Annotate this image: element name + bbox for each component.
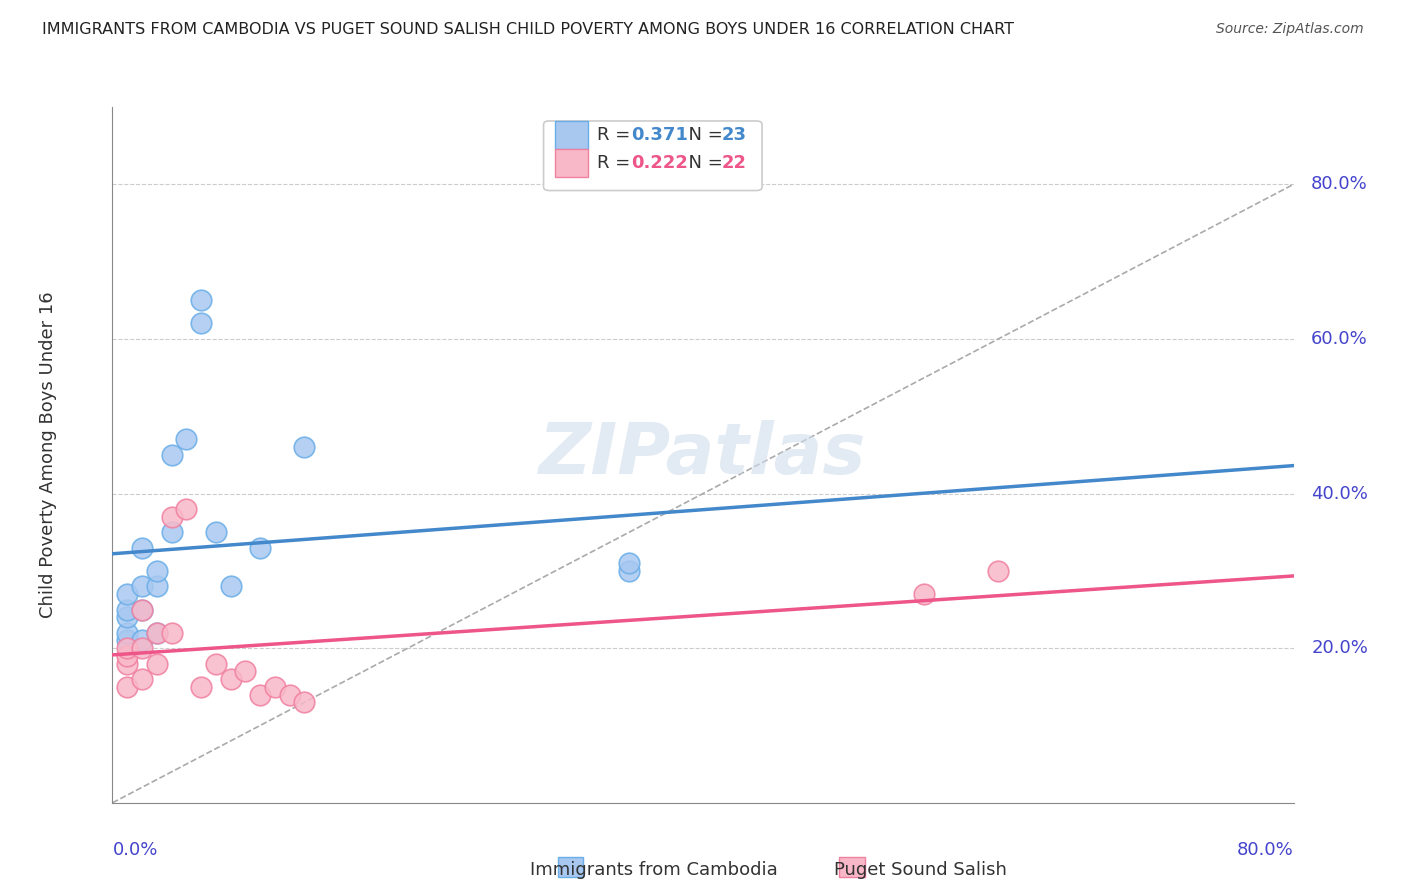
Text: Source: ZipAtlas.com: Source: ZipAtlas.com xyxy=(1216,22,1364,37)
Bar xyxy=(839,857,865,877)
Point xyxy=(131,672,153,686)
Point xyxy=(219,672,242,686)
Point xyxy=(160,509,183,524)
Point xyxy=(619,556,641,570)
Text: 22: 22 xyxy=(721,153,747,171)
Point xyxy=(146,657,169,671)
Text: 80.0%: 80.0% xyxy=(1312,176,1368,194)
Point xyxy=(160,448,183,462)
Point xyxy=(146,564,169,578)
Text: 23: 23 xyxy=(721,126,747,144)
Text: ZIPatlas: ZIPatlas xyxy=(540,420,866,490)
Text: 40.0%: 40.0% xyxy=(1312,484,1368,502)
Text: 60.0%: 60.0% xyxy=(1312,330,1368,348)
Text: R =: R = xyxy=(596,126,636,144)
Point xyxy=(190,680,212,694)
Point xyxy=(264,680,287,694)
Text: N =: N = xyxy=(678,126,728,144)
Text: IMMIGRANTS FROM CAMBODIA VS PUGET SOUND SALISH CHILD POVERTY AMONG BOYS UNDER 16: IMMIGRANTS FROM CAMBODIA VS PUGET SOUND … xyxy=(42,22,1014,37)
Point xyxy=(117,633,138,648)
Point xyxy=(278,688,301,702)
Text: 20.0%: 20.0% xyxy=(1312,640,1368,657)
Point xyxy=(174,502,197,516)
Point xyxy=(131,541,153,555)
Point xyxy=(131,602,153,616)
Point xyxy=(131,602,153,616)
Point xyxy=(117,657,138,671)
Point xyxy=(205,657,228,671)
Point xyxy=(190,293,212,308)
Point xyxy=(117,602,138,616)
Text: Immigrants from Cambodia: Immigrants from Cambodia xyxy=(530,861,778,879)
Point xyxy=(160,625,183,640)
Point xyxy=(117,610,138,624)
Point xyxy=(205,525,228,540)
Text: 0.371: 0.371 xyxy=(631,126,688,144)
Point xyxy=(160,525,183,540)
Point xyxy=(219,579,242,593)
Point xyxy=(131,641,153,656)
Point xyxy=(117,641,138,656)
Bar xyxy=(558,857,583,877)
Point xyxy=(174,433,197,447)
Bar xyxy=(555,149,589,177)
Text: Child Poverty Among Boys Under 16: Child Poverty Among Boys Under 16 xyxy=(38,292,56,618)
Point xyxy=(233,665,256,679)
Text: Puget Sound Salish: Puget Sound Salish xyxy=(835,861,1007,879)
Point xyxy=(131,633,153,648)
Text: R =: R = xyxy=(596,153,636,171)
Text: 80.0%: 80.0% xyxy=(1237,841,1294,859)
Text: N =: N = xyxy=(678,153,728,171)
Point xyxy=(987,564,1010,578)
Point xyxy=(190,317,212,331)
Point xyxy=(292,440,315,454)
Text: 0.222: 0.222 xyxy=(631,153,688,171)
Point xyxy=(914,587,936,601)
Point xyxy=(117,648,138,663)
Point xyxy=(249,688,271,702)
Point xyxy=(146,625,169,640)
Bar xyxy=(555,121,589,149)
Text: 0.0%: 0.0% xyxy=(112,841,157,859)
Point xyxy=(117,625,138,640)
Point xyxy=(117,680,138,694)
Point xyxy=(117,587,138,601)
Point xyxy=(292,695,315,709)
Point xyxy=(249,541,271,555)
Point xyxy=(146,579,169,593)
Point xyxy=(619,564,641,578)
Point xyxy=(131,579,153,593)
Point xyxy=(146,625,169,640)
FancyBboxPatch shape xyxy=(544,121,762,191)
